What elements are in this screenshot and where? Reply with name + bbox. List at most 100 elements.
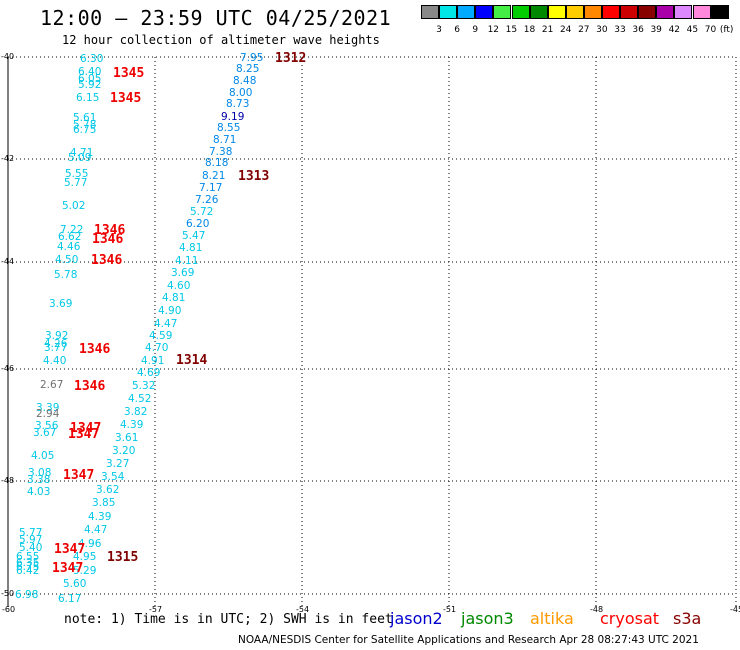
scale-swatch [475, 5, 494, 19]
wave-height-label: 8.25 [236, 63, 259, 75]
wave-height-label: 5.40 [19, 542, 42, 554]
lon-tick-label: -60 [2, 605, 15, 614]
lat-tick-label: -50 [1, 589, 14, 598]
wave-height-label: 8.21 [202, 170, 225, 182]
wave-height-label: 3.69 [49, 298, 72, 310]
scale-label: 12 [487, 25, 500, 35]
wave-height-label: 5.72 [190, 206, 213, 218]
wave-height-label: 5.32 [132, 380, 155, 392]
wave-height-label: 3.69 [171, 267, 194, 279]
wave-height-label: 4.81 [162, 292, 185, 304]
wave-height-label: 6.98 [15, 589, 38, 601]
scale-swatch [602, 5, 620, 19]
wave-height-label: 2.67 [40, 379, 63, 391]
pass-time-label: 1314 [176, 353, 207, 368]
lat-lon-grid [7, 56, 737, 607]
wave-height-label: 4.50 [55, 254, 78, 266]
pass-time-label: 1345 [110, 91, 141, 106]
satellite-legend-item: jason2 [390, 609, 443, 628]
wave-height-label: 4.60 [167, 280, 190, 292]
scale-swatch [457, 5, 476, 19]
wave-height-label: 4.39 [120, 419, 143, 431]
wave-height-label: 6.75 [73, 124, 96, 136]
wave-height-label: 4.69 [137, 367, 160, 379]
wave-height-label: 4.96 [78, 538, 102, 550]
wave-height-label: 7.95 [240, 52, 263, 64]
pass-time-label: 1312 [275, 51, 306, 66]
scale-swatch [511, 5, 530, 19]
wave-height-label: 6.55 [16, 551, 39, 563]
scale-swatch [529, 5, 548, 19]
scale-swatch [493, 5, 512, 19]
wave-height-label: 4.47 [154, 318, 177, 330]
scale-label: 36 [632, 25, 644, 35]
scale-label: 42 [668, 25, 681, 35]
wave-height-label: 5.55 [65, 168, 88, 180]
wave-height-label: 3.67 [33, 427, 56, 439]
wave-height-label: 5.09 [68, 152, 91, 164]
wave-height-label: 4.47 [84, 524, 107, 536]
scale-swatch [620, 5, 639, 19]
map-title: 12:00 – 23:59 UTC 04/25/2021 [40, 6, 392, 30]
wave-height-label: 6.42 [16, 565, 39, 577]
scale-label: 21 [541, 25, 554, 35]
scale-label: 15 [505, 25, 518, 35]
scale-label: 6 [454, 25, 460, 35]
scale-swatch [638, 5, 657, 19]
scale-label: 24 [559, 25, 572, 35]
wave-height-label: 6.75 [16, 561, 39, 573]
wave-height-label: 4.11 [175, 255, 198, 267]
map-subtitle: 12 hour collection of altimeter wave hei… [62, 33, 380, 47]
scale-label: 18 [523, 25, 536, 35]
lat-tick-label: -46 [1, 364, 14, 373]
pass-time-label: 1347 [68, 427, 99, 442]
scale-label: 33 [614, 25, 626, 35]
wave-height-label: 3.39 [36, 402, 59, 414]
pass-time-label: 1346 [91, 253, 122, 268]
wave-height-label: 4.39 [88, 511, 111, 523]
wave-height-label: 5.61 [73, 112, 96, 124]
wave-height-label: 5.47 [182, 230, 205, 242]
pass-time-label: 1346 [94, 223, 125, 238]
wave-height-label: 3.61 [115, 432, 138, 444]
lon-tick-label: -54 [296, 605, 309, 614]
wave-height-label: 4.03 [27, 486, 50, 498]
scale-swatch [692, 5, 711, 19]
lat-tick-label: -44 [1, 257, 14, 266]
wave-height-labels: 6.306.406.055.926.155.615.786.754.715.09… [15, 52, 263, 605]
wave-height-label: 8.71 [213, 134, 236, 146]
wave-height-label: 5.60 [63, 578, 86, 590]
wave-height-label: 8.48 [233, 75, 256, 87]
pass-time-label: 1346 [79, 342, 110, 357]
wave-height-label: 5.78 [54, 269, 77, 281]
wave-height-label: 4.81 [179, 242, 202, 254]
wave-height-label: 5.02 [62, 200, 85, 212]
wave-height-label: 3.38 [27, 474, 50, 486]
scale-label: 27 [578, 25, 590, 35]
pass-time-labels: 1345134513461346134613461346134713471347… [52, 51, 306, 576]
scale-label: 9 [472, 25, 479, 35]
scale-swatch [674, 5, 693, 19]
lon-tick-label: -57 [149, 605, 162, 614]
lat-tick-label: -40 [1, 52, 14, 61]
wave-height-label: 3.62 [96, 484, 119, 496]
wave-height-label: 3.77 [44, 342, 67, 354]
pass-time-label: 1346 [92, 232, 123, 247]
scale-label: 70 [704, 25, 717, 35]
lon-tick-label: -51 [443, 605, 456, 614]
wave-height-label: 4.59 [149, 330, 172, 342]
wave-height-label: 4.90 [158, 305, 181, 317]
scale-swatch [421, 5, 439, 19]
wave-height-label: 7.26 [195, 194, 219, 206]
wave-height-label: 6.20 [186, 218, 209, 230]
lat-tick-label: -48 [1, 476, 14, 485]
wave-height-label: 4.91 [141, 355, 164, 367]
wave-height-label: 7.38 [209, 146, 232, 158]
wave-height-label: 3.20 [112, 445, 135, 457]
wave-height-label: 8.18 [205, 157, 228, 169]
pass-time-label: 1347 [54, 542, 85, 557]
pass-time-label: 1345 [113, 66, 144, 81]
wave-height-label: 5.97 [19, 534, 42, 546]
